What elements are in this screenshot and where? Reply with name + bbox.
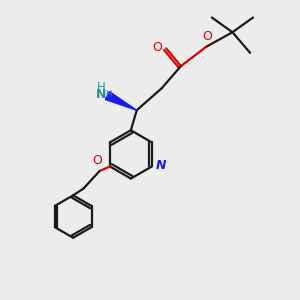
Polygon shape [105, 92, 137, 110]
Text: O: O [92, 154, 102, 167]
Text: O: O [152, 41, 162, 54]
Text: N: N [155, 159, 166, 172]
Text: N: N [96, 88, 106, 100]
Text: H: H [105, 90, 111, 99]
Text: O: O [202, 29, 212, 43]
Text: H: H [97, 81, 105, 94]
